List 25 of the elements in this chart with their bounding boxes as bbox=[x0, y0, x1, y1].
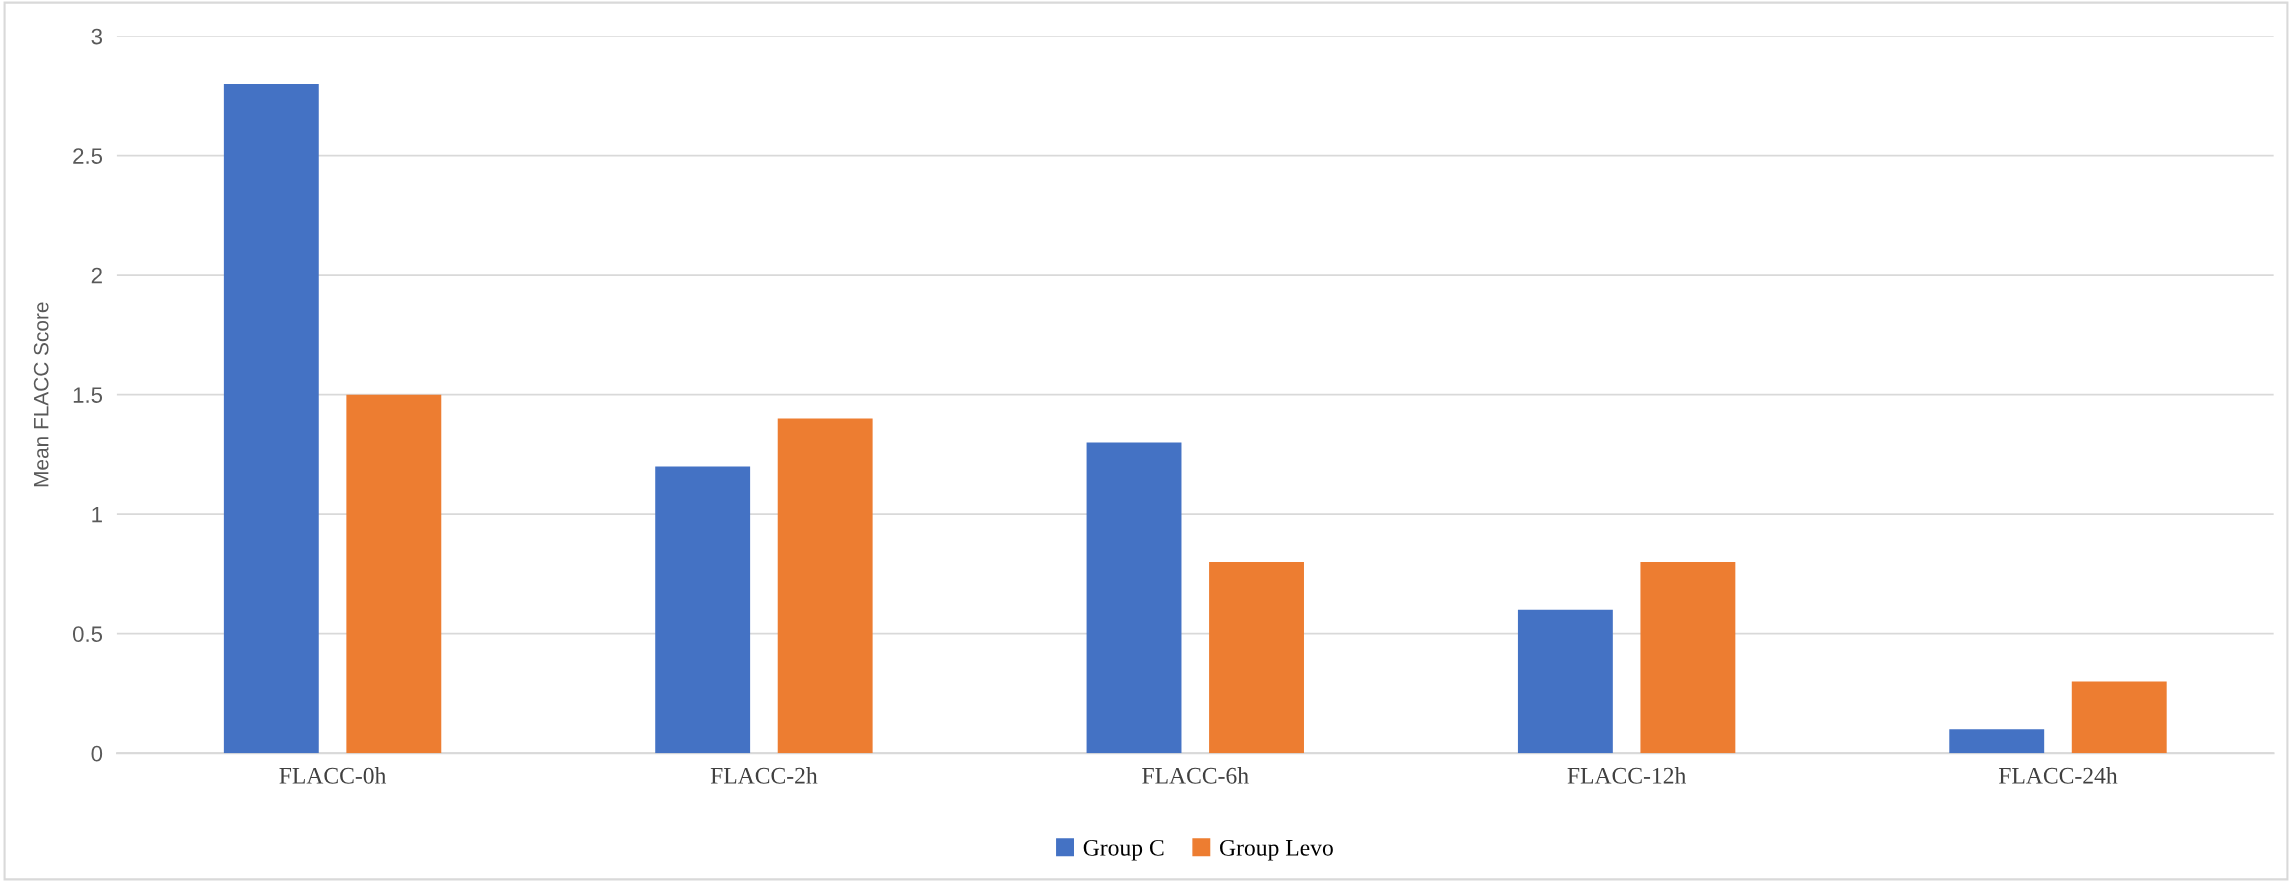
bar bbox=[1209, 562, 1304, 754]
x-tick-label: FLACC-2h bbox=[710, 767, 818, 784]
x-tick-label: FLACC-0h bbox=[279, 767, 387, 784]
bar bbox=[1640, 562, 1736, 754]
bar bbox=[346, 394, 442, 754]
y-tick-label: 0.5 bbox=[72, 626, 103, 642]
bar bbox=[2071, 681, 2167, 754]
y-tick-label: 0 bbox=[91, 745, 103, 762]
y-tick-label: 2.5 bbox=[73, 148, 103, 164]
y-axis-title: Mean FLACC Score bbox=[33, 302, 49, 487]
x-tick-label: FLACC-12h bbox=[1567, 767, 1687, 784]
x-tick-label: FLACC-6h bbox=[1142, 767, 1249, 784]
bar bbox=[1517, 609, 1613, 754]
y-tick-label: 1.5 bbox=[73, 387, 103, 403]
bar bbox=[655, 466, 751, 754]
legend-label: Group Levo bbox=[1220, 839, 1333, 861]
bar bbox=[223, 83, 319, 754]
y-tick-label: 1 bbox=[92, 506, 102, 523]
x-tick-label: FLACC-24h bbox=[1998, 767, 2118, 784]
bar bbox=[1949, 729, 2045, 754]
legend-label: Group C bbox=[1083, 839, 1164, 861]
bar bbox=[777, 418, 873, 754]
y-tick-label: 2 bbox=[91, 267, 102, 284]
y-tick-label: 3 bbox=[91, 28, 103, 45]
bar bbox=[1086, 442, 1182, 754]
